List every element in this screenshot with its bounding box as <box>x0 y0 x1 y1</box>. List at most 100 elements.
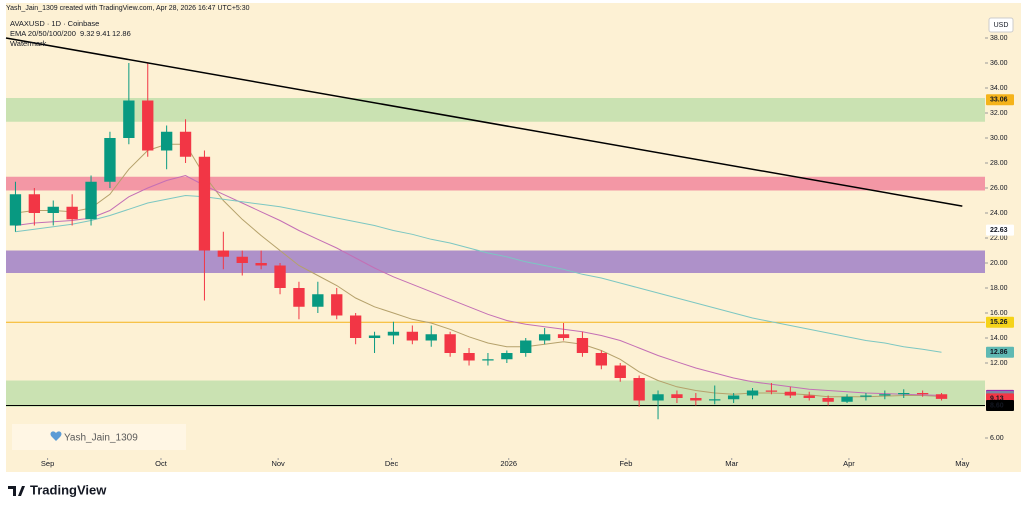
y-tick-label: 14.00 <box>990 335 1008 342</box>
candle-body <box>104 138 116 182</box>
x-tick-label: Dec <box>385 459 399 468</box>
candle-body <box>387 331 400 336</box>
trendline <box>5 37 963 207</box>
candle-body <box>879 394 891 396</box>
y-tick-label: 30.00 <box>990 135 1008 142</box>
candle-body <box>520 340 532 353</box>
candle-body <box>841 396 853 402</box>
candle-body <box>595 353 608 366</box>
y-tick-label: 18.00 <box>990 285 1008 292</box>
candle-body <box>274 265 286 288</box>
candle-body <box>85 181 97 220</box>
x-tick-label: Oct <box>155 459 168 468</box>
indicator-label: EMA 20/50/100/200 <box>10 29 76 38</box>
x-tick-label: Feb <box>619 459 632 468</box>
candle-body <box>217 250 230 257</box>
candle-body <box>727 395 740 400</box>
x-tick-label: Sep <box>41 459 54 468</box>
y-tick-label: 16.00 <box>990 310 1008 317</box>
y-tick-label: 28.00 <box>990 160 1008 167</box>
y-tick-label: 36.00 <box>990 60 1008 67</box>
candle-body <box>312 294 324 307</box>
price-tag <box>986 224 1014 236</box>
zone <box>6 98 985 122</box>
indicator-value: 9.41 <box>96 29 111 38</box>
candle-body <box>898 393 910 395</box>
y-tick-label: 24.00 <box>990 210 1008 217</box>
candle-body <box>349 315 362 338</box>
candle-body <box>255 263 267 266</box>
candle-body <box>142 100 154 151</box>
currency: USD <box>994 22 1009 29</box>
candle-body <box>482 359 494 361</box>
zone <box>6 176 985 191</box>
y-tick-label: 20.00 <box>990 260 1008 267</box>
candle-body <box>557 334 570 338</box>
candle-body <box>501 353 513 360</box>
symbol-title: AVAXUSD · 1D · Coinbase <box>10 19 99 28</box>
candle-body <box>331 294 343 316</box>
candle-body <box>576 338 589 353</box>
candle-body <box>406 331 419 341</box>
plot <box>5 37 985 420</box>
candle-body <box>538 334 551 341</box>
candle-body <box>690 398 702 401</box>
creator-line: Yash_Jain_1309 created with TradingView.… <box>6 5 250 12</box>
candle-body <box>935 394 948 399</box>
watermark-text: Yash_Jain_1309 <box>64 433 138 444</box>
y-tick-label: 38.00 <box>990 35 1008 42</box>
y-tick-label: 34.00 <box>990 85 1008 92</box>
candle-body <box>916 393 929 395</box>
price-tag-label: 9.13 <box>990 396 1004 403</box>
candle-body <box>47 206 59 213</box>
x-tick-label: Mar <box>725 459 738 468</box>
price-tag <box>986 400 1014 411</box>
y-tick-label: 22.00 <box>990 235 1008 242</box>
candle-body <box>822 398 834 402</box>
price-tag-label: 8.60 <box>990 402 1004 409</box>
candle-body <box>709 399 721 401</box>
indicator-value: 9.32 <box>80 29 95 38</box>
watermark-box <box>12 424 186 450</box>
zone <box>6 250 985 273</box>
candle-body <box>765 390 778 392</box>
price-tag <box>986 346 1014 358</box>
price-tag-label: 15.26 <box>990 319 1008 326</box>
price-tag <box>986 94 1014 106</box>
candle-body <box>9 194 22 226</box>
brand-logo <box>8 486 25 496</box>
candle-body <box>784 391 797 396</box>
candle-body <box>66 206 78 220</box>
candle-body <box>463 353 475 361</box>
indicator-value: 12.86 <box>112 29 131 38</box>
candle-body <box>28 194 41 213</box>
price-tag-label: 33.06 <box>990 97 1008 104</box>
currency-box <box>988 17 1014 33</box>
candle-body <box>123 100 135 138</box>
candle-body <box>803 395 815 398</box>
candle-body <box>652 394 664 401</box>
y-tick-label: 26.00 <box>990 185 1008 192</box>
candle-body <box>746 390 759 396</box>
price-tag <box>986 316 1014 328</box>
candle-body <box>614 365 626 378</box>
zone <box>6 380 985 407</box>
x-tick-label: 2026 <box>500 459 517 468</box>
heart-icon <box>50 431 62 441</box>
watermark-label: Watermark <box>10 39 47 48</box>
candle-body <box>293 288 305 307</box>
y-tick-label: 32.00 <box>990 110 1008 117</box>
price-tag-label: 12.86 <box>990 349 1008 356</box>
ema-line <box>15 174 942 396</box>
brand: TradingView <box>30 482 107 497</box>
x-tick-label: Apr <box>843 459 855 468</box>
price-tag-label: 22.63 <box>990 227 1008 234</box>
candle-body <box>633 378 645 401</box>
candle-body <box>368 335 381 338</box>
candle-body <box>160 131 173 151</box>
candle-body <box>198 156 211 251</box>
candle-body <box>860 395 872 397</box>
ema-line <box>15 194 942 353</box>
